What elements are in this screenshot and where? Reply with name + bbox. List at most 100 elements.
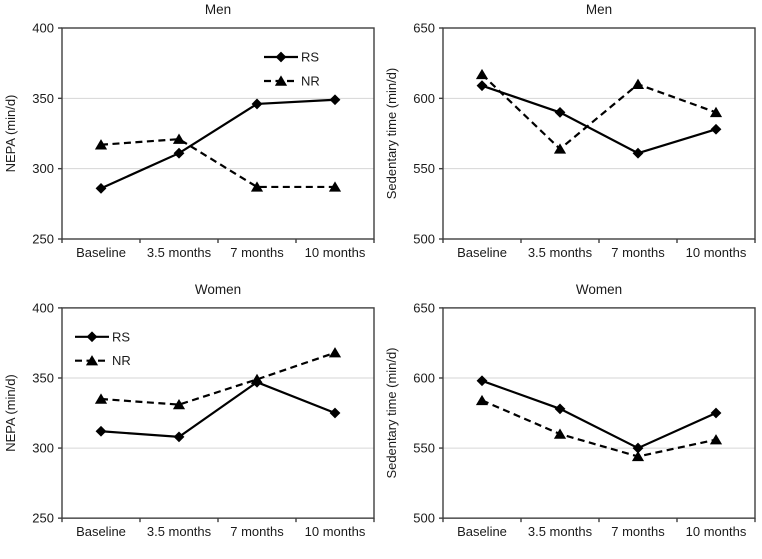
- y-axis: 500 550 600 650: [413, 300, 443, 526]
- diamond-marker: [95, 182, 107, 194]
- diamond-marker: [173, 147, 185, 159]
- legend-triangle-marker: [274, 75, 288, 86]
- series-line: [481, 379, 717, 450]
- series-line: [100, 98, 336, 190]
- diamond-marker: [173, 431, 185, 443]
- series-NR: [475, 68, 723, 154]
- y-axis-title: Sedentary time (min/d): [384, 68, 399, 200]
- men-nepa-chart-canvas: 250 300 350 400 Baseline 3.5 months 7 months 10…: [3, 21, 375, 260]
- diamond-marker: [95, 425, 107, 437]
- y-tick-label: 250: [32, 232, 54, 247]
- series-NR: [475, 394, 723, 462]
- diamond-marker: [476, 80, 488, 92]
- y-axis-title: NEPA (min/d): [3, 95, 18, 173]
- diamond-marker: [554, 107, 566, 118]
- y-axis-title: Sedentary time (min/d): [384, 348, 399, 479]
- diamond-marker: [632, 442, 644, 454]
- gridlines: [62, 97, 374, 170]
- y-tick-label: 350: [32, 91, 54, 106]
- gridlines: [62, 377, 374, 449]
- chart-men-nepa: Men 250 300 350 400 Baseline 3.5 months 7 mont…: [0, 0, 381, 280]
- series-line: [481, 84, 717, 155]
- y-tick-label: 650: [413, 21, 435, 36]
- y-tick-label: 250: [32, 511, 54, 526]
- legend-diamond-marker: [86, 331, 98, 343]
- chart-women-sedentary: Women 500 550 600 650 Baseline 3.5 months 7 mo…: [381, 280, 762, 559]
- triangle-marker: [94, 139, 108, 150]
- x-axis: Baseline 3.5 months 7 months 10 months: [442, 239, 756, 260]
- series-RS: [476, 80, 722, 159]
- legend-diamond-marker: [275, 51, 287, 63]
- x-tick-label: Baseline: [457, 524, 507, 539]
- diamond-marker: [329, 407, 341, 419]
- triangle-marker: [94, 393, 108, 404]
- series-RS: [476, 375, 722, 454]
- x-tick-label: 10 months: [686, 524, 747, 539]
- y-tick-label: 600: [413, 91, 435, 106]
- y-axis-title: NEPA (min/d): [3, 374, 18, 451]
- triangle-marker: [172, 133, 186, 144]
- chart-women-nepa: Women 250 300 350 400 Baseline 3.5 months 7 mo…: [0, 280, 381, 559]
- triangle-marker: [631, 450, 645, 462]
- x-axis: Baseline 3.5 months 7 months 10 months: [61, 518, 375, 539]
- plot-frame: [61, 27, 375, 240]
- triangle-marker: [172, 399, 186, 410]
- y-tick-label: 550: [413, 441, 435, 456]
- triangle-marker: [553, 428, 567, 439]
- triangle-marker: [631, 78, 645, 89]
- legend-label: RS: [112, 329, 130, 344]
- diamond-marker: [710, 407, 722, 419]
- legend: RS NR: [264, 50, 320, 89]
- x-tick-label: 7 months: [611, 245, 665, 260]
- x-tick-label: 7 months: [611, 524, 665, 539]
- diamond-marker: [554, 403, 566, 415]
- women-nepa-chart-canvas: 250 300 350 400 Baseline 3.5 months 7 months 10…: [3, 300, 375, 539]
- x-tick-label: 10 months: [305, 245, 366, 260]
- x-tick-label: Baseline: [76, 524, 126, 539]
- x-tick-label: Baseline: [457, 245, 507, 260]
- diamond-marker: [251, 98, 263, 110]
- y-tick-label: 300: [32, 161, 54, 176]
- x-axis: Baseline 3.5 months 7 months 10 months: [442, 518, 756, 539]
- series-line: [100, 138, 335, 189]
- diamond-marker: [329, 94, 341, 106]
- y-axis: 250 300 350 400: [32, 300, 62, 526]
- x-tick-label: 7 months: [230, 245, 284, 260]
- gridlines: [443, 97, 755, 170]
- y-axis: 500 550 600 650: [413, 21, 443, 247]
- x-tick-label: 10 months: [305, 524, 366, 539]
- legend-label: NR: [301, 74, 320, 89]
- women-sedentary-chart-canvas: 500 550 600 650 Baseline 3.5 months 7 months 10…: [384, 300, 756, 539]
- x-tick-label: 3.5 months: [147, 524, 212, 539]
- x-axis: Baseline 3.5 months 7 months 10 months: [61, 239, 375, 260]
- chart-title: Women: [194, 282, 242, 297]
- series-line: [481, 73, 717, 151]
- legend-label: RS: [301, 50, 319, 65]
- triangle-marker: [475, 68, 489, 80]
- triangle-marker: [328, 347, 342, 358]
- y-tick-label: 650: [413, 300, 435, 315]
- diamond-marker: [632, 147, 644, 159]
- x-tick-label: 7 months: [230, 524, 284, 539]
- x-tick-label: Baseline: [76, 245, 126, 260]
- legend: RS NR: [75, 329, 131, 368]
- diamond-marker: [476, 375, 488, 387]
- chart-men-sedentary: Men 500 550 600 650 Baseline 3.5 months 7 mont…: [381, 0, 762, 280]
- legend-triangle-marker: [85, 355, 99, 366]
- series-RS: [95, 376, 341, 443]
- x-tick-label: 10 months: [686, 245, 747, 260]
- x-tick-label: 3.5 months: [147, 245, 212, 260]
- y-tick-label: 500: [413, 511, 435, 526]
- triangle-marker: [709, 106, 723, 118]
- chart-title: Men: [585, 2, 613, 17]
- plot-frame: [61, 307, 375, 519]
- chart-title: Women: [575, 282, 623, 297]
- men-sedentary-chart-canvas: 500 550 600 650 Baseline 3.5 months 7 months 10…: [384, 21, 756, 260]
- triangle-marker: [475, 394, 489, 406]
- y-axis: 250 300 350 400: [32, 21, 62, 247]
- y-tick-label: 300: [32, 441, 54, 456]
- plot-frame: [442, 307, 756, 519]
- legend-label: NR: [112, 353, 131, 368]
